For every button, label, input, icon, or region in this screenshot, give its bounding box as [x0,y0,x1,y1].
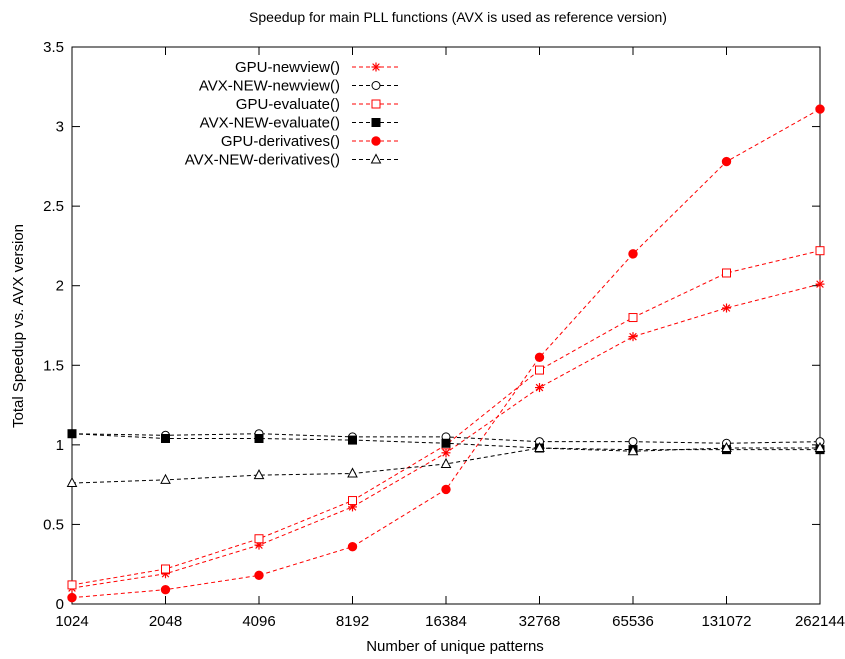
data-point [722,303,731,313]
data-point [441,484,451,495]
plot-frame [71,46,821,605]
x-tick-label: 262144 [795,613,845,630]
data-point [814,441,826,453]
legend-label: AVX-NEW-evaluate() [200,115,340,132]
data-point [371,136,381,146]
x-tick-label: 32768 [519,613,561,630]
data-point [67,429,77,439]
x-tick-label: 8192 [336,613,369,630]
data-point [347,467,358,478]
y-tick-label: 2 [56,278,64,295]
data-point [371,81,381,90]
y-tick-label: 3.5 [43,39,64,56]
data-point [160,584,171,595]
data-point [815,246,825,256]
data-point [815,104,825,114]
data-point [254,433,264,443]
data-point [441,438,451,448]
data-point [535,383,544,393]
x-axis-label: Number of unique patterns [366,638,544,655]
x-tick-label: 131072 [701,613,751,630]
legend-entry: GPU-derivatives() [221,133,400,150]
y-tick-label: 0.5 [43,516,64,533]
data-point [534,441,545,453]
legend-label: AVX-NEW-newview() [199,78,340,95]
y-tick-label: 0 [56,596,64,613]
y-tick-label: 1.5 [43,357,64,374]
legend: GPU-newview() AVX-NEW-newview()GPU-evalua… [185,59,400,169]
series-gpu-evaluate [67,246,825,590]
x-tick-label: 16384 [425,613,467,630]
data-point [66,476,78,488]
data-point [440,457,452,468]
data-point [628,249,638,259]
x-tick-label: 4096 [242,613,275,630]
legend-entry: AVX-NEW-evaluate() [200,115,400,132]
series-gpu-derivatives [67,104,825,603]
x-tick-label: 2048 [149,613,182,630]
legend-label: GPU-derivatives() [221,133,340,150]
chart-title: Speedup for main PLL functions (AVX is u… [249,9,667,25]
legend-entry: GPU-newview() [235,59,400,76]
legend-entry: AVX-NEW-newview() [199,78,400,95]
series-line [71,108,821,599]
series-line [71,250,821,586]
data-point [347,542,358,552]
data-point [254,570,264,581]
legend-label: GPU-evaluate() [236,96,340,113]
data-point [67,580,77,590]
data-point [371,62,381,72]
legend-entry: GPU-evaluate() [236,96,400,113]
data-point [721,441,732,453]
x-tick-label: 65536 [612,613,654,630]
legend-entry: AVX-NEW-derivatives() [185,152,400,169]
data-point [161,433,170,443]
legend-label: GPU-newview() [235,59,340,76]
data-point [627,445,639,456]
x-tick-label: 1024 [55,613,88,630]
data-point [348,496,357,506]
data-point [160,473,171,484]
data-point [441,448,451,458]
data-point [535,365,544,375]
data-point [371,99,381,109]
data-point [721,156,732,167]
data-point [628,437,638,447]
y-axis-label: Total Speedup vs. AVX version [10,224,27,428]
data-point [815,279,825,289]
data-point [722,268,731,278]
series-avx-new-derivatives [66,441,826,488]
data-point [253,469,265,480]
data-point [370,153,382,164]
axis-ticks: 0 0.5 1 1.5 2 2.5 3 3.5 1024 2048 4096 8192 16384 327… [43,39,845,630]
data-point [628,332,638,342]
data-point [371,118,381,127]
series-layer [66,104,826,603]
data-point [67,592,77,603]
y-tick-label: 2.5 [43,198,64,215]
data-point [161,564,170,574]
data-point [534,352,545,363]
data-point [628,313,638,323]
y-tick-label: 3 [56,119,64,136]
data-point [254,534,264,544]
data-point [348,435,357,445]
legend-label: AVX-NEW-derivatives() [185,152,340,169]
y-tick-label: 1 [56,437,64,454]
